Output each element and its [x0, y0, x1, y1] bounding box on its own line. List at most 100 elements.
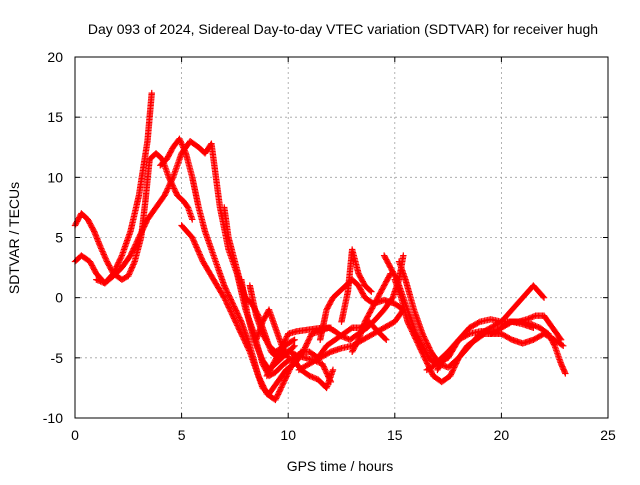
data-point: [182, 148, 189, 156]
data-point: [137, 230, 145, 237]
data-point: [386, 271, 394, 279]
data-point: [423, 340, 431, 347]
data-point: [190, 238, 198, 245]
data-point: [404, 318, 411, 325]
data-point: [165, 182, 173, 189]
data-point: [137, 231, 144, 238]
data-point: [98, 245, 105, 252]
data-point: [128, 264, 136, 271]
data-point: [428, 369, 436, 377]
data-point: [189, 216, 196, 223]
data-point: [125, 272, 132, 280]
data-point: [226, 294, 234, 302]
data-point: [101, 254, 109, 261]
data-point: [237, 329, 244, 336]
data-point: [228, 297, 235, 305]
data-point: [221, 283, 229, 291]
data-point: [307, 373, 315, 380]
data-point: [301, 344, 309, 351]
data-point: [229, 312, 236, 319]
y-tick-label: -5: [51, 350, 64, 366]
data-point: [278, 384, 285, 391]
data-point: [236, 314, 243, 321]
data-point: [224, 301, 231, 308]
data-point: [560, 342, 567, 349]
data-point: [560, 367, 568, 374]
data-point: [449, 368, 456, 375]
data-point: [194, 247, 202, 254]
data-point: [240, 334, 247, 342]
data-point: [127, 267, 135, 274]
data-point: [223, 286, 230, 293]
series-arc-21: [487, 318, 569, 377]
data-point: [117, 255, 124, 262]
data-point: [422, 356, 429, 363]
data-point: [138, 228, 145, 236]
data-point: [411, 333, 419, 341]
data-point: [130, 245, 137, 252]
data-point: [419, 350, 426, 357]
x-tick-label: 20: [494, 427, 510, 443]
data-point: [129, 262, 136, 270]
data-point: [238, 330, 245, 337]
data-point: [228, 309, 235, 317]
data-point: [181, 147, 188, 154]
data-point: [230, 301, 237, 309]
data-point: [195, 248, 202, 255]
data-point: [242, 338, 249, 346]
data-point: [233, 308, 240, 316]
data-point: [413, 337, 420, 345]
data-point: [139, 225, 147, 233]
data-point: [244, 343, 251, 350]
data-point: [279, 381, 286, 388]
data-point: [255, 348, 263, 355]
data-point: [383, 336, 390, 343]
data-point: [162, 190, 169, 198]
data-point: [232, 318, 239, 325]
data-point: [90, 226, 97, 234]
data-point: [226, 293, 233, 300]
data-point: [301, 345, 308, 353]
data-point: [221, 295, 229, 303]
data-point: [310, 374, 317, 381]
data-point: [302, 343, 309, 350]
data-point: [322, 367, 329, 374]
data-point: [274, 391, 282, 398]
data-point: [321, 364, 328, 372]
data-point: [135, 234, 143, 241]
data-point: [252, 339, 259, 346]
data-point: [102, 255, 109, 262]
data-point: [276, 348, 283, 356]
data-point: [166, 181, 173, 188]
x-tick-label: 0: [71, 427, 79, 443]
data-point: [423, 358, 430, 366]
data-point: [232, 307, 240, 314]
data-point: [305, 337, 312, 344]
x-tick-label: 15: [387, 427, 403, 443]
data-point: [177, 138, 184, 145]
data-point: [223, 287, 231, 295]
data-point: [140, 224, 147, 231]
data-point: [291, 336, 298, 343]
data-point: [128, 249, 135, 256]
data-point: [405, 319, 412, 327]
data-point: [95, 277, 103, 285]
data-point: [414, 339, 421, 346]
chart-title: Day 093 of 2024, Sidereal Day-to-day VTE…: [88, 21, 598, 37]
data-point: [227, 308, 234, 315]
data-point: [127, 252, 134, 259]
data-point: [409, 329, 417, 337]
data-point: [408, 326, 415, 334]
data-point: [129, 248, 136, 255]
data-point: [192, 242, 200, 250]
data-point: [326, 377, 334, 384]
data-point: [320, 363, 327, 370]
data-point: [341, 334, 348, 341]
data-point: [163, 188, 170, 195]
data-point: [533, 323, 541, 330]
data-point: [422, 357, 430, 364]
data-point: [141, 221, 149, 229]
data-point: [561, 368, 568, 376]
data-point: [285, 354, 292, 362]
data-point: [253, 342, 260, 349]
